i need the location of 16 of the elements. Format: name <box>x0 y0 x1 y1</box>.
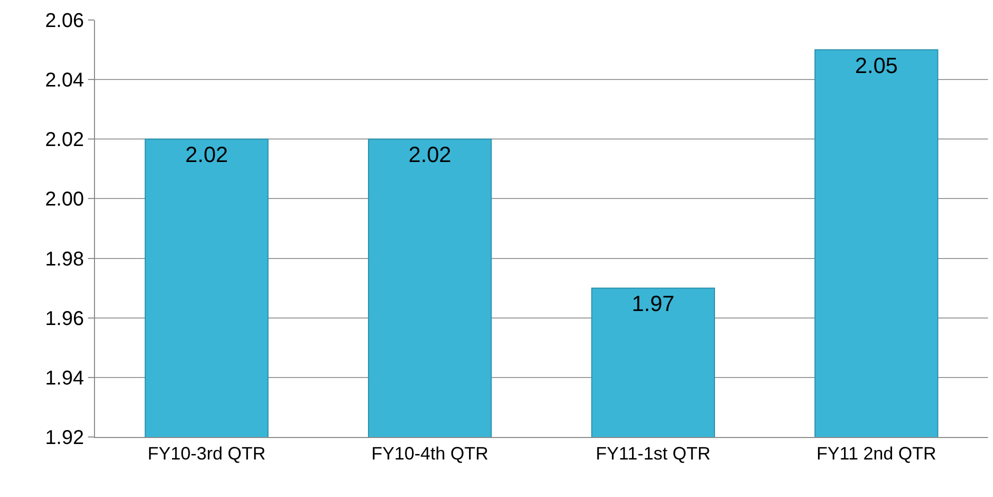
y-tick-label: 2.06 <box>45 10 84 32</box>
x-tick-label: FY11 2nd QTR <box>816 444 936 464</box>
y-tick-label: 2.02 <box>45 129 84 152</box>
y-tick-label: 1.94 <box>45 367 84 390</box>
data-label: 2.05 <box>854 52 898 78</box>
x-tick-label: FY10-3rd QTR <box>148 444 266 464</box>
y-tick-label: 1.96 <box>45 308 84 330</box>
data-label: 1.97 <box>632 291 675 316</box>
x-tick-label: FY10-4th QTR <box>371 444 488 464</box>
data-label: 2.02 <box>408 142 452 168</box>
data-label: 2.02 <box>185 142 228 168</box>
y-tick-label: 1.92 <box>45 427 84 449</box>
x-tick-label: FY11-1st QTR <box>596 444 710 464</box>
y-tick-label: 2.04 <box>45 70 84 92</box>
y-tick-label: 2.00 <box>45 188 84 211</box>
y-tick-label: 1.98 <box>45 248 84 270</box>
